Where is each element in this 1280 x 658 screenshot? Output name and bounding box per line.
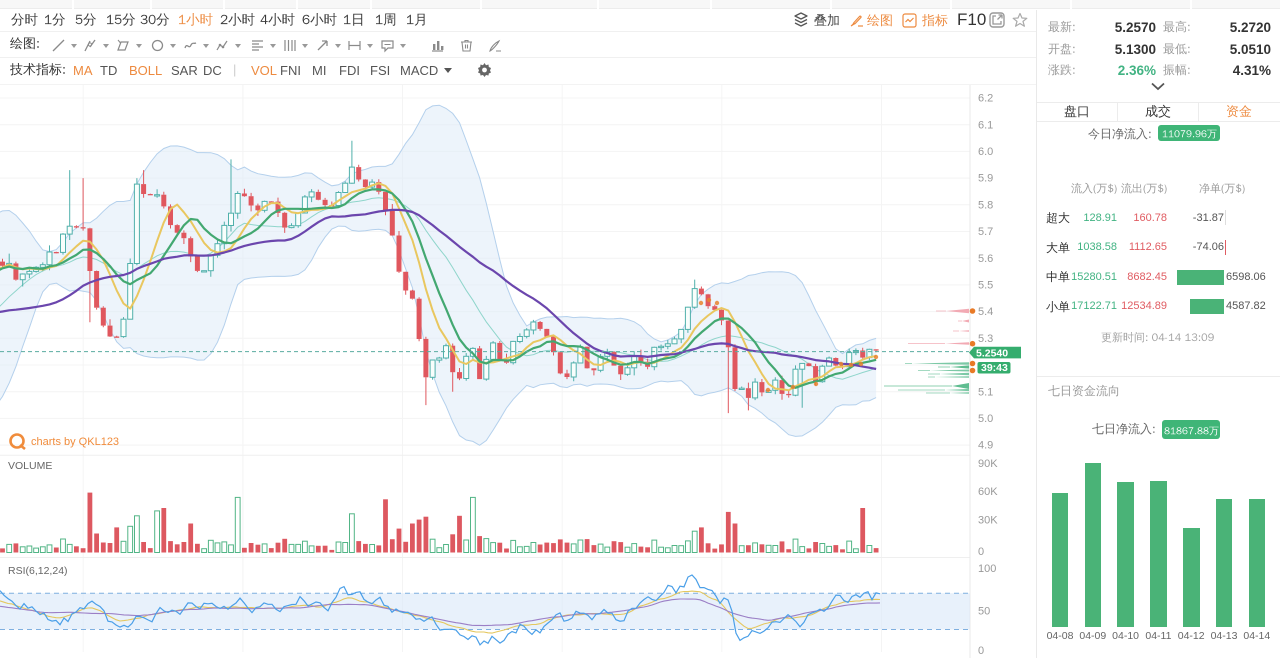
svg-text:0: 0 [978,645,984,657]
svg-text:5.1: 5.1 [978,386,993,398]
svg-text:90K: 90K [978,458,998,470]
svg-text:6.2: 6.2 [978,93,993,105]
svg-text:5.6: 5.6 [978,253,993,265]
svg-text:0: 0 [978,546,984,558]
svg-text:5.5: 5.5 [978,280,993,292]
svg-text:5.7: 5.7 [978,226,993,238]
svg-text:4.9: 4.9 [978,440,993,452]
svg-text:30K: 30K [978,514,998,526]
svg-text:RSI(6,12,24): RSI(6,12,24) [8,565,68,577]
svg-text:5.9: 5.9 [978,173,993,185]
svg-text:5.4: 5.4 [978,306,993,318]
svg-text:60K: 60K [978,486,998,498]
svg-text:5.8: 5.8 [978,199,993,211]
svg-text:6.1: 6.1 [978,119,993,131]
svg-text:50: 50 [978,606,990,618]
svg-text:5.0: 5.0 [978,413,993,425]
svg-text:39:43: 39:43 [981,362,1008,374]
svg-text:VOLUME: VOLUME [8,460,52,472]
svg-text:100: 100 [978,563,996,575]
svg-text:5.3: 5.3 [978,333,993,345]
svg-text:5.2540: 5.2540 [976,347,1008,359]
svg-text:charts by QKL123: charts by QKL123 [31,436,119,448]
svg-text:6.0: 6.0 [978,146,993,158]
